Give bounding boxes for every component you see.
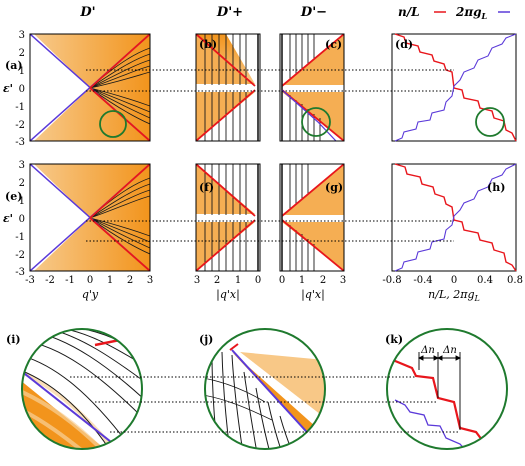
panel-letter-i: (i) [6, 333, 21, 346]
panel-letter-j: (j) [199, 333, 213, 346]
svg-text:-1: -1 [15, 102, 25, 113]
panel-g: (g) [279, 163, 345, 272]
panel-letter-a: (a) [5, 59, 23, 72]
panel-letter-g: (g) [325, 181, 343, 194]
zoom-panel-i: (i) [6, 328, 143, 450]
zoom-circle-d [475, 107, 505, 137]
panel-f: (f) [195, 163, 261, 272]
panel-letter-d: (d) [395, 38, 413, 51]
svg-text:-3: -3 [15, 267, 25, 278]
svg-text:3: 3 [194, 275, 200, 286]
svg-text:2: 2 [19, 178, 25, 189]
g-steps-zoom [394, 399, 469, 449]
svg-text:-2: -2 [15, 120, 25, 131]
svg-text:1: 1 [299, 275, 305, 286]
x-axis-c: 0 1 2 3 [279, 275, 346, 286]
svg-text:-2: -2 [15, 250, 25, 261]
title-d-minus: D'− [300, 5, 327, 20]
svg-text:3: 3 [147, 275, 153, 286]
panel-letter-k: (k) [385, 333, 403, 346]
svg-text:0.8: 0.8 [507, 275, 523, 286]
panel-h: (h) [391, 163, 517, 272]
x-axis-label-c: |q'x| [301, 288, 325, 302]
panel-b: (b) [195, 33, 261, 142]
delta-n-label-2: Δn [442, 345, 457, 356]
svg-text:0: 0 [87, 275, 93, 286]
svg-text:3: 3 [340, 275, 346, 286]
svg-text:-1: -1 [65, 275, 75, 286]
svg-text:-0.8: -0.8 [382, 275, 401, 286]
panel-a: (a) [5, 33, 151, 142]
delta-n-label-1: Δn [420, 345, 435, 356]
svg-text:0: 0 [279, 275, 285, 286]
panel-letter-c: (c) [325, 38, 342, 51]
zoom-panel-j: (j) [199, 328, 326, 450]
legend: n/L 2πgL [398, 5, 510, 21]
g-curve-d [394, 33, 517, 142]
title-d-prime: D' [79, 5, 95, 20]
svg-text:0: 0 [19, 84, 25, 95]
x-axis-label-a: q'y [82, 288, 99, 301]
y-axis-bottom: 3 2 1 0 -1 -2 -3 [15, 160, 25, 278]
x-axis-label-d: n/L, 2πgL [428, 288, 480, 303]
svg-text:1: 1 [19, 66, 25, 77]
x-axis-d: -0.8 -0.4 0 0.4 0.8 [382, 275, 523, 286]
svg-text:-2: -2 [45, 275, 55, 286]
dotted-guides-zoom [70, 376, 460, 433]
panel-letter-f: (f) [199, 181, 214, 194]
svg-text:-3: -3 [15, 137, 25, 148]
svg-text:0: 0 [451, 275, 457, 286]
svg-text:0: 0 [19, 214, 25, 225]
x-axis-label-b: |q'x| [216, 288, 240, 302]
legend-g-label: 2πgL [455, 5, 488, 21]
svg-text:0: 0 [255, 275, 261, 286]
x-axis-a: -3 -2 -1 0 1 2 3 [25, 275, 153, 286]
svg-text:2: 2 [214, 275, 220, 286]
y-axis-label-bottom: ε' [3, 212, 13, 225]
svg-text:3: 3 [19, 30, 25, 41]
y-axis-label-top: ε' [3, 82, 13, 95]
title-d-plus: D'+ [216, 5, 243, 20]
svg-text:-3: -3 [25, 275, 35, 286]
panel-letter-h: (h) [487, 181, 505, 194]
svg-text:-0.4: -0.4 [413, 275, 432, 286]
zoom-circle-a [99, 110, 127, 138]
svg-text:2: 2 [127, 275, 133, 286]
x-axis-b: 3 2 1 0 [194, 275, 261, 286]
svg-text:0.4: 0.4 [477, 275, 493, 286]
g-curve-h [394, 163, 517, 272]
svg-text:1: 1 [235, 275, 241, 286]
legend-n-label: n/L [398, 5, 420, 19]
svg-text:2: 2 [320, 275, 326, 286]
svg-text:-1: -1 [15, 232, 25, 243]
panel-c: (c) [279, 33, 345, 142]
delta-n-markers [417, 352, 462, 430]
svg-text:2: 2 [19, 48, 25, 59]
n-over-l-curve-h [394, 163, 517, 272]
svg-text:1: 1 [19, 196, 25, 207]
n-over-l-steps-zoom [387, 356, 488, 449]
panel-letter-e: (e) [5, 190, 22, 203]
svg-text:1: 1 [107, 275, 113, 286]
panel-letter-b: (b) [199, 38, 217, 51]
svg-text:3: 3 [19, 160, 25, 171]
panel-d: (d) [391, 33, 517, 142]
zoom-circle-c [301, 107, 331, 137]
panel-e: (e) [5, 163, 151, 272]
zoom-panel-k: Δn Δn (k) [385, 328, 508, 450]
y-axis-top: 3 2 1 0 -1 -2 -3 [15, 30, 25, 148]
